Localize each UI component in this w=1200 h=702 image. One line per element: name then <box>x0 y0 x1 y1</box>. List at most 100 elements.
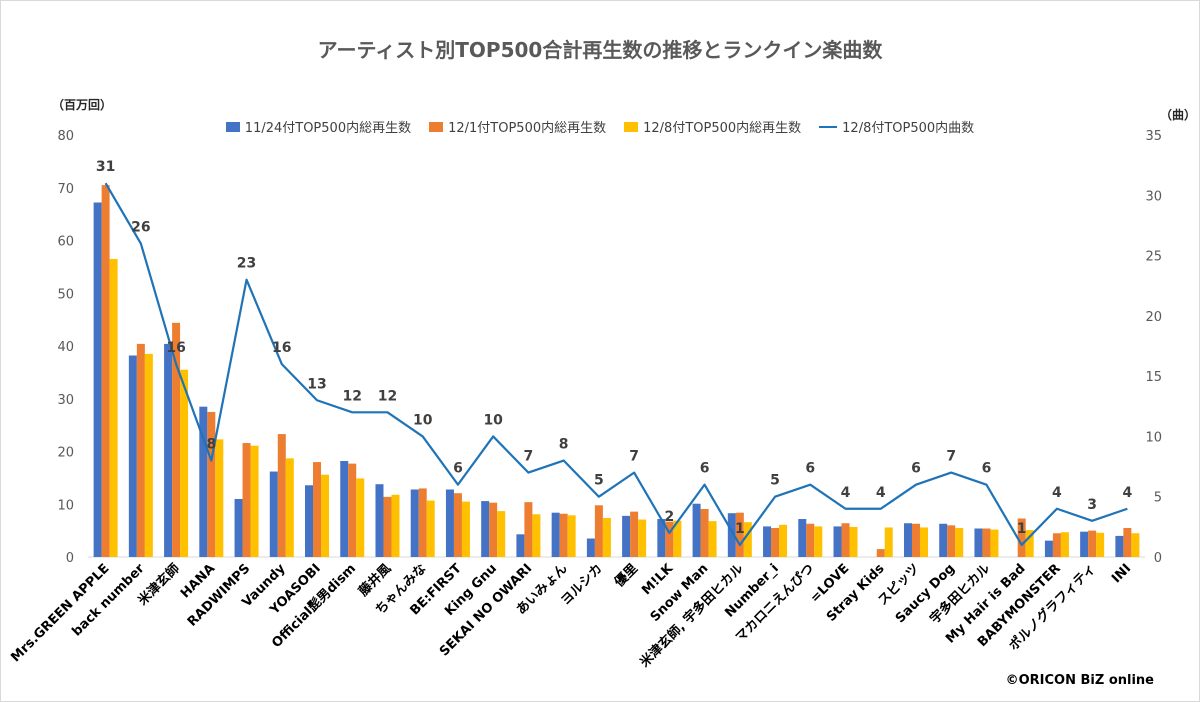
bar-series-2 <box>559 513 568 557</box>
bar-series-3 <box>814 526 823 557</box>
bar-series-2 <box>418 488 427 557</box>
bar-series-3 <box>180 369 189 557</box>
line-data-label: 10 <box>413 412 433 428</box>
line-data-label: 6 <box>700 461 710 477</box>
legend-label: 12/8付TOP500内曲数 <box>842 121 975 136</box>
y-left-tick-label: 80 <box>57 129 74 144</box>
legend-swatch-blue <box>225 121 240 132</box>
bar-series-2 <box>489 502 498 557</box>
bar-series-2 <box>947 525 956 557</box>
bar-series-3 <box>215 439 224 557</box>
y-right-tick-label: 20 <box>1145 310 1162 325</box>
bar-series-1 <box>833 526 842 557</box>
legend-item-series-3: 12/8付TOP500内総再生数 <box>624 117 801 136</box>
bar-series-1 <box>798 519 807 557</box>
y-left-tick-label: 0 <box>66 551 74 566</box>
legend-label: 12/1付TOP500内総再生数 <box>448 121 607 136</box>
line-data-label: 10 <box>483 412 503 428</box>
line-data-label: 6 <box>805 461 815 477</box>
bar-series-3 <box>497 511 506 557</box>
bar-series-3 <box>673 520 682 557</box>
line-data-label: 4 <box>841 485 851 501</box>
bar-series-2 <box>313 462 322 557</box>
bar-series-1 <box>305 485 314 557</box>
bar-series-3 <box>1096 532 1105 557</box>
line-data-label: 5 <box>594 473 604 489</box>
bar-series-1 <box>199 406 208 557</box>
bar-series-1 <box>657 519 666 557</box>
bar-series-2 <box>665 521 674 557</box>
legend-item-series-2: 12/1付TOP500内総再生数 <box>429 117 606 136</box>
line-data-label: 12 <box>343 388 362 404</box>
bar-series-3 <box>109 258 118 557</box>
line-data-label: 23 <box>237 256 256 272</box>
bar-series-2 <box>1017 518 1026 557</box>
bar-series-3 <box>391 494 400 557</box>
line-data-label: 8 <box>206 437 216 453</box>
bar-series-2 <box>136 343 145 557</box>
bar-series-1 <box>551 512 560 557</box>
bar-series-3 <box>1060 532 1069 557</box>
bar-series-2 <box>841 523 850 557</box>
bar-series-3 <box>461 501 470 557</box>
line-data-label: 7 <box>946 449 956 465</box>
bar-series-2 <box>700 508 709 557</box>
bar-series-1 <box>622 515 631 557</box>
bar-series-1 <box>1115 535 1124 557</box>
y-right-tick-label: 30 <box>1145 189 1162 204</box>
line-data-label: 4 <box>1123 485 1133 501</box>
y-right-tick-label: 5 <box>1154 491 1162 506</box>
bar-series-2 <box>172 322 181 557</box>
bar-series-3 <box>321 474 330 557</box>
bar-series-2 <box>630 511 639 557</box>
bar-series-2 <box>876 549 885 557</box>
bar-series-2 <box>101 185 110 558</box>
bar-series-3 <box>1131 533 1140 557</box>
bar-series-3 <box>285 458 294 557</box>
bar-series-2 <box>383 496 392 557</box>
line-data-label: 2 <box>664 509 674 525</box>
y-left-tick-label: 10 <box>57 498 74 513</box>
legend-item-series-4: 12/8付TOP500内曲数 <box>819 117 974 136</box>
line-data-label: 3 <box>1087 497 1097 513</box>
bar-series-3 <box>426 500 435 557</box>
legend: 11/24付TOP500内総再生数 12/1付TOP500内総再生数 12/8付… <box>0 117 1200 136</box>
bar-series-2 <box>348 463 357 557</box>
bar-series-1 <box>1044 540 1053 557</box>
bar-series-1 <box>340 460 349 557</box>
bar-series-1 <box>692 503 701 557</box>
bar-series-3 <box>955 527 964 557</box>
bar-series-2 <box>277 434 286 557</box>
line-data-label: 7 <box>524 449 534 465</box>
bar-series-3 <box>919 527 928 557</box>
bar-series-1 <box>1080 531 1089 557</box>
bar-series-3 <box>602 517 611 557</box>
credit-text: ©ORICON BiZ online <box>1005 673 1154 688</box>
y-left-tick-label: 40 <box>57 340 74 355</box>
bar-series-1 <box>974 528 983 557</box>
bar-series-2 <box>806 523 815 557</box>
line-series-song-count <box>104 182 1128 547</box>
y-right-tick-label: 15 <box>1145 370 1162 385</box>
line-data-label: 1 <box>735 521 745 537</box>
line-data-label: 5 <box>770 473 780 489</box>
bar-series-1 <box>234 498 243 557</box>
bar-series-3 <box>532 514 541 557</box>
bar-series-3 <box>884 527 893 557</box>
bar-series-1 <box>128 355 137 557</box>
y-left-tick-label: 60 <box>57 235 74 250</box>
line-data-label: 6 <box>911 461 921 477</box>
bar-series-1 <box>516 534 525 557</box>
line-data-label: 8 <box>559 437 569 453</box>
bar-series-3 <box>743 522 752 557</box>
bar-series-3 <box>567 515 576 557</box>
bar-series-1 <box>939 523 948 557</box>
legend-swatch-yellow <box>624 121 639 132</box>
line-data-label: 12 <box>378 388 397 404</box>
right-axis-unit: （曲） <box>1160 108 1197 122</box>
legend-item-series-1: 11/24付TOP500内総再生数 <box>225 117 411 136</box>
line-data-label: 1 <box>1017 521 1027 537</box>
bar-series-1 <box>763 526 772 557</box>
bar-series-1 <box>903 523 912 557</box>
